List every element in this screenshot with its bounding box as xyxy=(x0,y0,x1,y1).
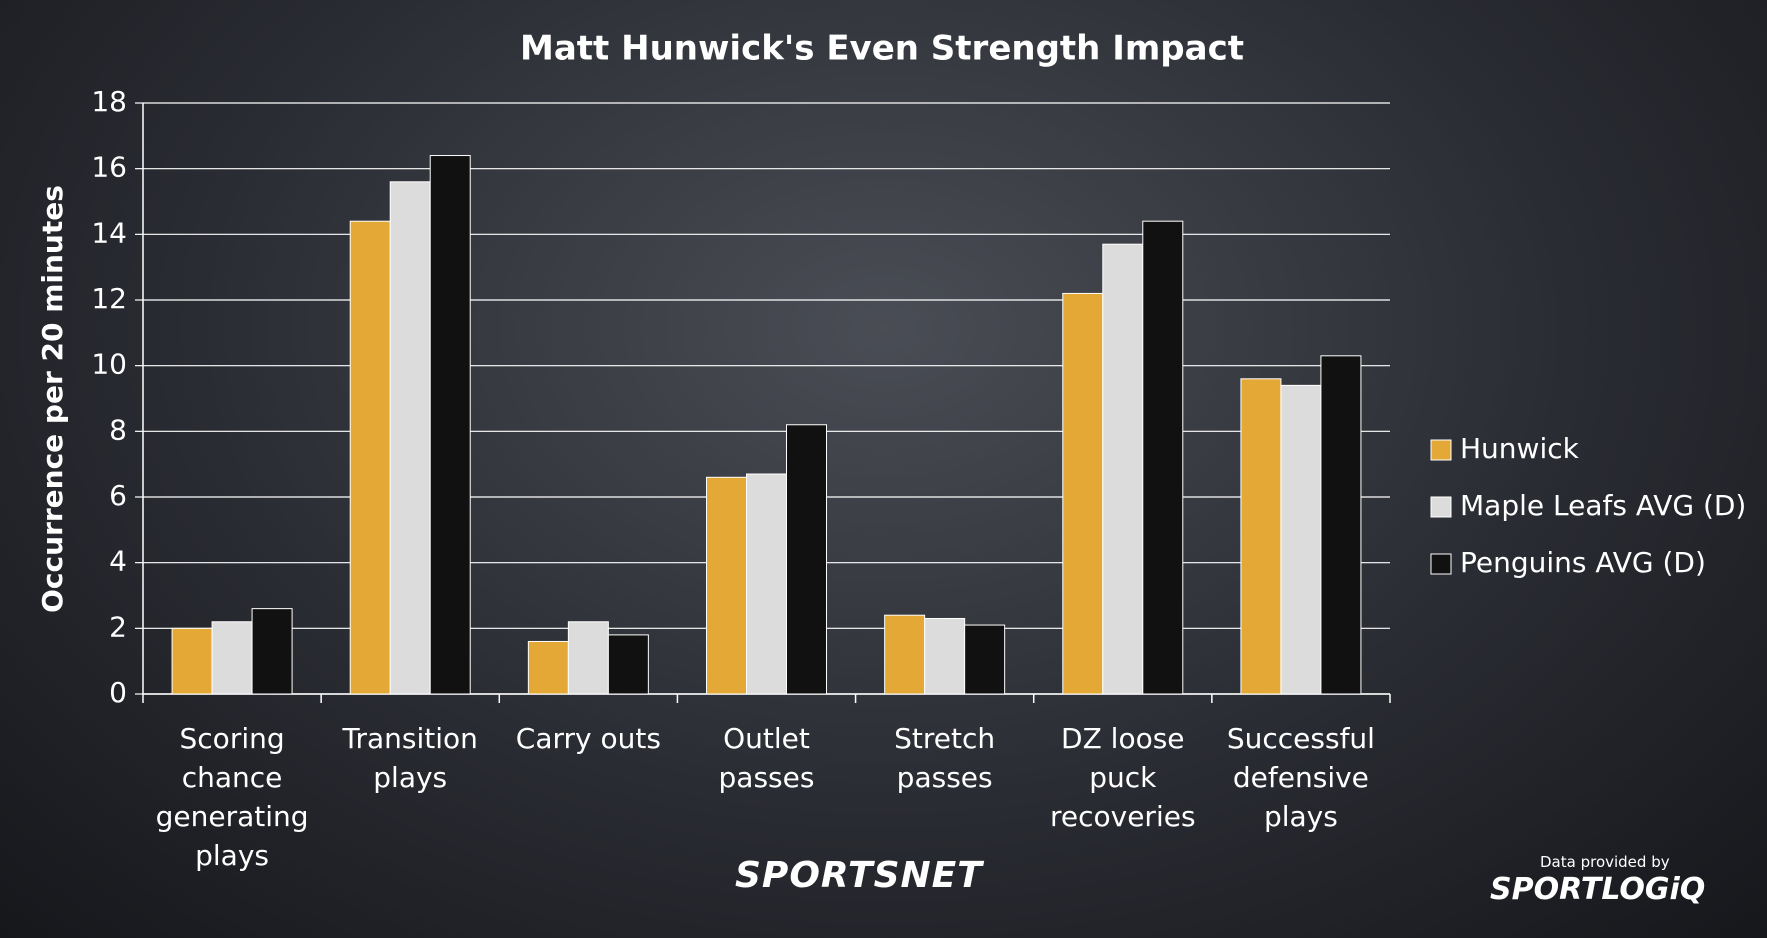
y-tick-label: 16 xyxy=(91,151,127,184)
x-tick-label: Scoring chance generating plays xyxy=(155,722,309,872)
bar xyxy=(1062,292,1104,695)
bar xyxy=(746,473,787,695)
source-note: Data provided by xyxy=(1540,853,1670,871)
y-tick-label: 4 xyxy=(109,545,127,578)
legend-swatch xyxy=(1430,496,1452,518)
y-tick-label: 12 xyxy=(91,282,127,315)
legend-swatch xyxy=(1430,553,1452,575)
bar xyxy=(527,640,569,695)
y-tick-label: 6 xyxy=(109,479,127,512)
bar xyxy=(171,627,213,695)
bar xyxy=(607,634,649,695)
x-tick-label: Transition plays xyxy=(342,722,478,794)
legend-label: Penguins AVG (D) xyxy=(1460,546,1706,579)
source-logo: SPORTLOGiQ xyxy=(1490,872,1706,907)
legend-swatch xyxy=(1430,439,1452,461)
bar xyxy=(389,181,431,695)
bar xyxy=(924,617,966,695)
bar xyxy=(567,621,609,695)
y-tick-label: 10 xyxy=(91,348,127,381)
x-tick-label: DZ loose puck recoveries xyxy=(1049,722,1196,833)
bar xyxy=(706,476,747,695)
y-tick-label: 8 xyxy=(109,413,127,446)
x-tick-label: Successful defensive plays xyxy=(1226,722,1375,833)
bar xyxy=(884,614,926,695)
x-tick-label: Carry outs xyxy=(515,722,661,755)
y-tick-label: 18 xyxy=(91,85,127,118)
bar xyxy=(251,608,293,695)
x-tick-label: Stretch passes xyxy=(894,722,996,794)
bar xyxy=(786,424,827,695)
bar xyxy=(349,220,391,695)
legend-label: Hunwick xyxy=(1460,432,1580,465)
bar xyxy=(1142,220,1184,695)
bar xyxy=(964,624,1006,695)
y-tick-label: 14 xyxy=(91,216,127,249)
legend-label: Maple Leafs AVG (D) xyxy=(1460,489,1746,522)
bar xyxy=(1102,243,1144,695)
bar xyxy=(1240,378,1282,695)
y-tick-label: 0 xyxy=(109,676,127,709)
bar xyxy=(1280,384,1322,695)
x-tick-label: Outlet passes xyxy=(718,722,815,794)
bar xyxy=(429,155,471,695)
chart-title: Matt Hunwick's Even Strength Impact xyxy=(520,29,1244,69)
bar xyxy=(211,621,253,695)
y-axis-label: Occurrence per 20 minutes xyxy=(36,185,69,613)
bar xyxy=(1320,355,1362,695)
y-tick-label: 2 xyxy=(109,610,127,643)
brand-logo: SPORTSNET xyxy=(735,855,983,896)
